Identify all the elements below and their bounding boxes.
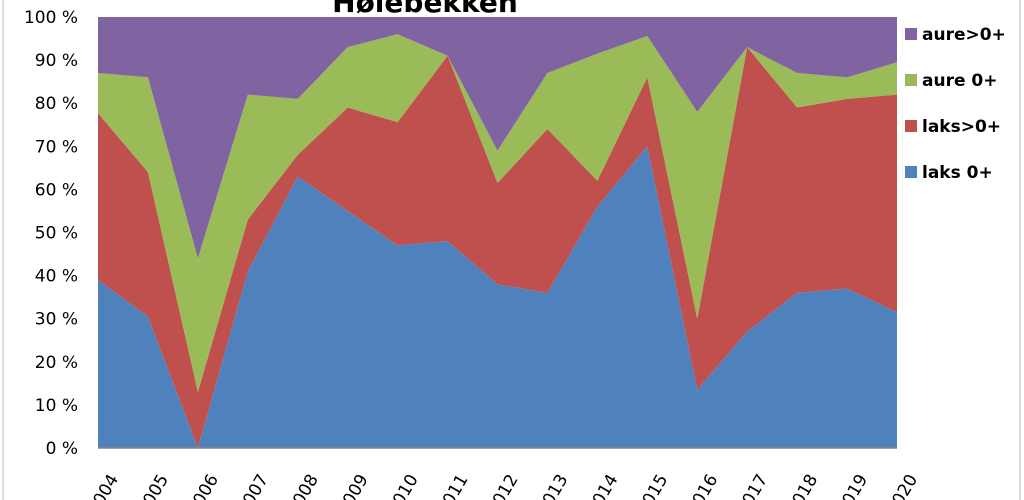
- x-tick-label: 2007: [234, 471, 273, 500]
- y-tick-label: 70 %: [35, 137, 78, 157]
- y-tick-label: 90 %: [35, 51, 78, 71]
- y-tick-label: 80 %: [35, 94, 78, 114]
- x-tick-label: 2015: [633, 471, 672, 500]
- y-tick-label: 0 %: [46, 439, 78, 459]
- legend-swatch: [905, 166, 917, 178]
- chart-title: Hølebekken: [332, 0, 518, 19]
- area-aure-0-: [98, 34, 897, 392]
- legend-label: aure>0+: [922, 25, 1006, 45]
- legend-item: aure 0+: [905, 71, 997, 91]
- x-tick-label: 2014: [583, 471, 622, 500]
- area-laks-0-: [98, 146, 897, 449]
- y-tick-label: 20 %: [35, 353, 78, 373]
- x-tick-label: 2016: [683, 471, 722, 500]
- x-tick-label: 2012: [484, 471, 523, 500]
- legend-label: aure 0+: [922, 71, 997, 91]
- x-tick-label: 2013: [534, 471, 573, 500]
- x-tick-label: 2008: [284, 471, 323, 500]
- x-tick-label: 2005: [134, 471, 173, 500]
- x-tick-label: 2010: [384, 471, 423, 500]
- legend-label: laks 0+: [922, 163, 993, 183]
- y-tick-label: 10 %: [35, 396, 78, 416]
- area-laks-0-: [98, 47, 897, 449]
- x-tick-label: 2004: [84, 471, 123, 500]
- legend-swatch: [905, 120, 917, 132]
- x-tick-label: 2019: [833, 471, 872, 500]
- x-tick-label: 2017: [733, 471, 772, 500]
- area-aure-0-: [98, 17, 897, 259]
- x-tick-label: 2018: [783, 471, 822, 500]
- y-tick-label: 50 %: [35, 224, 78, 244]
- y-tick-label: 30 %: [35, 310, 78, 330]
- legend-item: laks 0+: [905, 163, 993, 183]
- y-tick-label: 100 %: [24, 8, 78, 28]
- x-tick-label: 2020: [883, 471, 922, 500]
- x-tick-label: 2006: [184, 471, 223, 500]
- y-tick-label: 60 %: [35, 180, 78, 200]
- legend-swatch: [905, 28, 917, 40]
- legend-swatch: [905, 74, 917, 86]
- x-tick-label: 2011: [434, 471, 473, 500]
- x-tick-label: 2009: [334, 471, 373, 500]
- legend-item: laks>0+: [905, 117, 1001, 137]
- legend-item: aure>0+: [905, 25, 1006, 45]
- y-tick-label: 40 %: [35, 267, 78, 287]
- legend-label: laks>0+: [922, 117, 1001, 137]
